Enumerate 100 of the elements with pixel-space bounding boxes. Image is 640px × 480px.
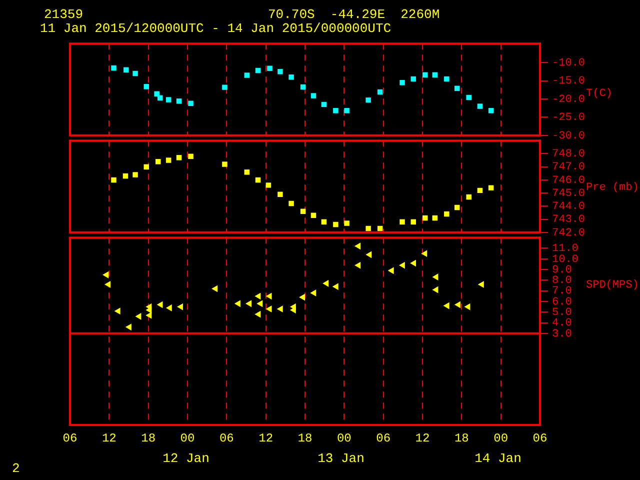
point — [477, 104, 483, 109]
chart-subtitle: 11 Jan 2015/120000UTC - 14 Jan 2015/000000UTC — [40, 21, 392, 36]
point — [288, 74, 294, 80]
x-tick-label: 12 — [415, 431, 430, 446]
y-tick-label: 5.0 — [552, 307, 572, 320]
point — [105, 281, 111, 288]
point — [333, 222, 338, 228]
point — [288, 200, 294, 206]
point — [132, 172, 138, 178]
point — [255, 311, 261, 318]
y-tick-label: 10.0 — [552, 254, 578, 266]
point — [255, 293, 261, 300]
point — [144, 164, 149, 170]
point — [310, 290, 316, 296]
y-tick-label: -10.0 — [552, 57, 586, 70]
y-tick-label: 742.0 — [552, 227, 586, 240]
point — [477, 188, 483, 194]
text: 70.70S -44.29E 2260M — [268, 7, 440, 22]
y-tick-label: 748.0 — [552, 148, 586, 161]
x-tick-label: 12 — [102, 431, 116, 446]
y-tick-label: -20.0 — [552, 94, 586, 106]
point — [300, 84, 306, 90]
point — [410, 76, 416, 82]
point — [323, 280, 329, 286]
point — [166, 97, 172, 102]
point — [410, 219, 416, 225]
point — [478, 281, 484, 288]
point — [156, 158, 161, 164]
point — [400, 219, 405, 225]
point — [157, 302, 163, 308]
point — [422, 72, 428, 78]
point — [222, 162, 228, 167]
point — [422, 250, 428, 257]
point — [122, 173, 128, 179]
point — [332, 283, 338, 290]
point — [266, 182, 272, 188]
point — [488, 185, 494, 190]
point — [222, 84, 228, 90]
point — [244, 72, 250, 78]
text: 12 Jan — [162, 451, 210, 466]
point — [355, 262, 361, 268]
point — [103, 272, 109, 278]
point — [444, 302, 450, 309]
point — [454, 302, 460, 308]
y-tick-label: 743.0 — [552, 214, 586, 226]
y-tick-label: 6.0 — [552, 296, 572, 308]
point — [454, 204, 460, 210]
point — [321, 219, 327, 225]
point — [266, 306, 272, 312]
point — [244, 169, 250, 175]
point — [111, 65, 116, 71]
point — [310, 212, 316, 218]
point — [255, 68, 261, 74]
point — [166, 304, 172, 311]
point — [464, 304, 470, 310]
point — [278, 69, 283, 74]
point — [444, 211, 450, 217]
point — [278, 192, 283, 197]
y-tick-label: -25.0 — [552, 112, 586, 124]
point — [277, 306, 283, 312]
point — [111, 177, 116, 183]
point — [146, 304, 152, 310]
x-tick-label: 18 — [298, 431, 312, 446]
point — [144, 84, 149, 90]
y-tick-label: 11.0 — [552, 243, 578, 256]
x-tick-label: 00 — [180, 431, 195, 446]
point — [114, 308, 120, 314]
y-tick-label: 747.0 — [552, 162, 586, 174]
y-tick-label: 9.0 — [552, 264, 572, 276]
point — [388, 268, 394, 274]
point — [266, 293, 272, 300]
point — [157, 95, 163, 100]
point — [454, 86, 460, 92]
point — [366, 97, 371, 103]
point — [212, 286, 218, 292]
point — [466, 194, 472, 200]
y-tick-label: 7.0 — [552, 286, 572, 298]
point — [188, 154, 194, 159]
point — [234, 300, 240, 307]
y-tick-label: -30.0 — [552, 130, 586, 142]
x-tick-label: 18 — [454, 431, 469, 446]
point — [257, 300, 263, 307]
point — [177, 304, 183, 310]
y-axis-title: Pre (mb) — [586, 182, 639, 194]
point — [321, 102, 327, 108]
point — [255, 177, 261, 183]
y-tick-label: 8.0 — [552, 275, 572, 288]
point — [466, 94, 472, 100]
point — [366, 226, 371, 232]
point — [166, 158, 172, 163]
point — [267, 66, 272, 71]
point — [132, 70, 138, 76]
text: 13 Jan — [318, 451, 364, 466]
y-tick-label: 4.0 — [552, 318, 572, 330]
point — [333, 108, 338, 114]
y-tick-label: 744.0 — [552, 201, 586, 214]
point — [399, 262, 405, 268]
x-tick-label: 06 — [376, 431, 391, 446]
point — [344, 220, 350, 226]
y-tick-label: 3.0 — [552, 328, 572, 340]
